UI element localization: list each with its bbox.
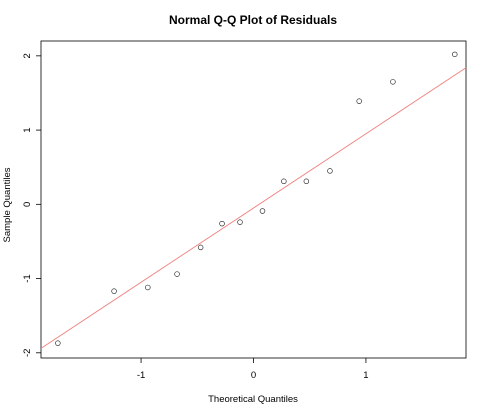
- data-point: [303, 178, 310, 185]
- y-tick-label: -2: [22, 349, 33, 357]
- data-point: [390, 79, 396, 85]
- data-point: [111, 288, 117, 294]
- data-point: [197, 244, 204, 251]
- data-point: [145, 284, 151, 291]
- y-tick-label: 0: [22, 202, 33, 207]
- x-tick-label: 0: [251, 370, 256, 381]
- y-axis-label: Sample Quantiles: [2, 167, 13, 242]
- data-point: [219, 220, 225, 227]
- chart-title: Normal Q-Q Plot of Residuals: [169, 13, 337, 27]
- data-point: [452, 51, 458, 58]
- x-axis-label: Theoretical Quantiles: [208, 394, 298, 405]
- reference-line: [40, 67, 467, 349]
- y-tick-label: -1: [22, 274, 33, 282]
- data-point: [237, 219, 243, 225]
- plot-frame: [40, 40, 467, 359]
- y-tick-label: 1: [22, 127, 33, 132]
- x-axis: -1 0 1: [137, 358, 369, 381]
- data-point: [174, 271, 180, 277]
- data-point: [327, 168, 333, 174]
- y-tick-label: 2: [22, 53, 33, 58]
- y-axis: -2 -1 0 1 2: [22, 53, 41, 357]
- x-tick-label: -1: [137, 370, 145, 381]
- data-point: [259, 208, 266, 214]
- data-point: [55, 340, 61, 346]
- reference-line-group: [40, 67, 467, 349]
- points-group: [55, 51, 458, 346]
- data-point: [281, 178, 287, 185]
- data-point: [356, 98, 362, 104]
- x-tick-label: 1: [363, 370, 368, 381]
